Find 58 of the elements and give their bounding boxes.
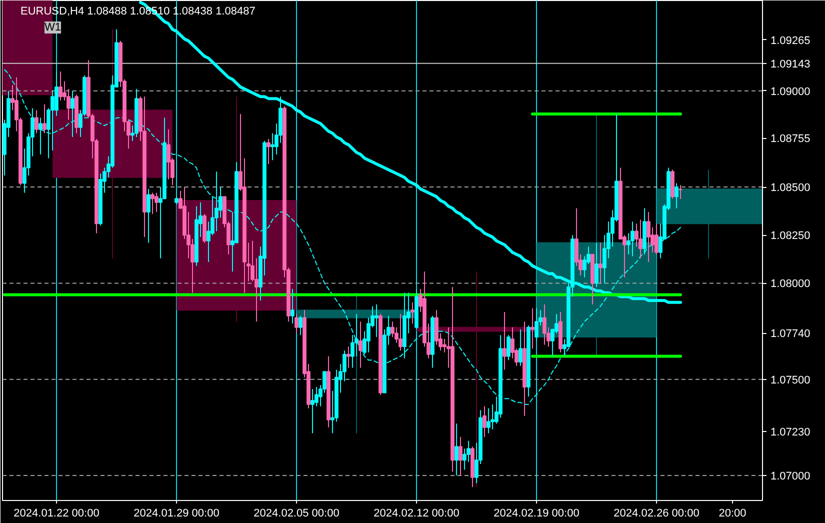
- x-tick-label: 20:00: [718, 508, 746, 520]
- ref-line-label: 1.08500: [770, 182, 810, 194]
- candlestick: [502, 312, 506, 370]
- y-tick-label: 1.08755: [770, 133, 810, 145]
- candlestick: [374, 304, 378, 338]
- candlestick: [410, 302, 414, 324]
- candlestick: [654, 223, 658, 255]
- x-tick-label: 2024.02.12 00:00: [374, 508, 460, 520]
- candlestick: [594, 242, 598, 288]
- y-tick-label: 1.07740: [770, 328, 810, 340]
- candlestick: [346, 346, 350, 368]
- candlestick: [294, 313, 298, 334]
- candlestick: [678, 184, 682, 200]
- candlestick: [266, 138, 270, 164]
- x-tick-label: 2024.01.29 00:00: [134, 508, 220, 520]
- candlestick: [154, 192, 158, 213]
- candlestick: [630, 221, 634, 257]
- candlestick: [70, 90, 74, 138]
- x-tick-label: 2024.02.26 00:00: [614, 508, 700, 520]
- ref-line-label: 1.07000: [770, 470, 810, 482]
- candlestick: [486, 408, 490, 434]
- candlestick: [674, 182, 678, 209]
- candlestick: [310, 388, 314, 434]
- candlestick: [458, 436, 462, 476]
- y-tick-label: 1.08250: [770, 230, 810, 242]
- x-tick-label: 2024.01.22 00:00: [14, 508, 100, 520]
- candlestick: [290, 288, 294, 324]
- x-tick-label: 2024.02.19 00:00: [494, 508, 580, 520]
- y-tick-label: 1.09265: [770, 34, 810, 47]
- candlestick: [506, 334, 510, 361]
- ref-line-label: 1.08000: [770, 278, 810, 290]
- candlestick: [270, 132, 274, 161]
- candlestick: [38, 117, 42, 155]
- candlestick: [214, 171, 218, 232]
- candlestick: [646, 212, 650, 263]
- ref-line-label: 1.09000: [770, 86, 810, 98]
- annotation: W1: [44, 22, 61, 34]
- ref-line-label: 1.07500: [770, 374, 810, 386]
- candlestick: [358, 321, 362, 368]
- candlestick: [534, 308, 538, 342]
- candlestick: [34, 110, 38, 134]
- x-tick-label: 2024.02.05 00:00: [254, 508, 340, 520]
- candlestick: [454, 423, 458, 476]
- candlestick: [482, 406, 486, 438]
- candlestick: [638, 219, 642, 259]
- candlestick: [150, 192, 154, 214]
- candlestick: [298, 315, 302, 336]
- candlestick: [542, 304, 546, 346]
- candlestick: [58, 71, 62, 101]
- candlestick: [398, 313, 402, 351]
- candlestick: [598, 242, 602, 284]
- candlestick: [490, 404, 494, 430]
- candlestick: [42, 104, 46, 134]
- candlestick: [518, 328, 522, 366]
- y-tick-label: 1.07230: [770, 426, 810, 438]
- ref-line-label: 1.09143: [770, 58, 810, 70]
- candlestick: [530, 308, 534, 350]
- candlestick: [146, 188, 150, 244]
